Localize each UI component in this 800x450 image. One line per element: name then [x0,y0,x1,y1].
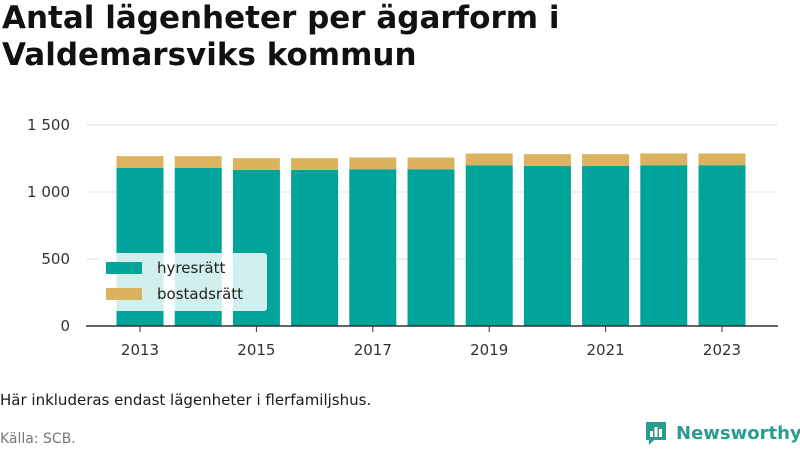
y-tick-label: 1 500 [27,116,70,134]
legend-label-hyresrätt: hyresrätt [157,259,226,277]
source-label: Källa: SCB. [0,431,76,447]
chart-title: Antal lägenheter per ägarform i Valdemar… [2,0,560,73]
bar-chart-logo-icon [646,422,666,445]
legend-swatch-hyresrätt [106,262,142,274]
bar-hyresrätt-2018 [407,169,455,326]
y-tick-label: 0 [60,317,70,335]
x-axis-ticks: 2013 2015 2017 2019 2021 2023 [121,326,741,359]
bar-hyresrätt-2016 [291,169,339,326]
x-tick-label: 2021 [587,341,625,359]
bar-bostadsrätt-2021 [582,154,630,166]
bar-hyresrätt-2021 [582,165,630,326]
bar-bostadsrätt-2023 [698,153,746,166]
legend-swatch-bostadsrätt [106,288,142,300]
bar-bostadsrätt-2020 [523,154,571,166]
bar-bostadsrätt-2013 [116,156,164,168]
bar-bostadsrätt-2015 [232,158,280,170]
brand-logo: Newsworthy [644,420,800,446]
x-tick-label: 2015 [237,341,275,359]
y-axis-ticks: 0 500 1 000 1 500 [27,116,70,335]
x-tick-label: 2017 [354,341,392,359]
x-tick-label: 2019 [470,341,508,359]
bar-bostadsrätt-2017 [349,157,397,170]
bar-hyresrätt-2019 [465,165,513,326]
bar-hyresrätt-2020 [523,165,571,326]
bar-bostadsrätt-2014 [174,156,222,168]
bar-bostadsrätt-2018 [407,157,455,170]
brand-name: Newsworthy [676,422,800,444]
bar-bostadsrätt-2016 [291,158,339,170]
x-tick-label: 2013 [121,341,159,359]
bar-bostadsrätt-2022 [640,153,688,166]
bar-hyresrätt-2022 [640,165,688,326]
x-tick-label: 2023 [703,341,741,359]
bar-bostadsrätt-2019 [465,153,513,166]
y-tick-label: 1 000 [27,183,70,201]
bars [116,153,746,326]
y-tick-label: 500 [41,250,70,268]
legend-label-bostadsrätt: bostadsrätt [157,285,243,303]
legend: hyresrätt bostadsrätt [99,253,267,311]
bar-hyresrätt-2023 [698,165,746,326]
bar-hyresrätt-2017 [349,169,397,326]
chart-note: Här inkluderas endast lägenheter i flerf… [0,391,372,409]
